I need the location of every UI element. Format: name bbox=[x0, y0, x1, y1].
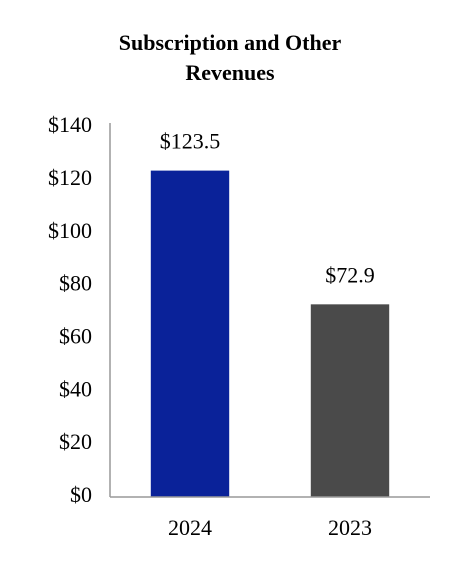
y-tick-label: $80 bbox=[59, 271, 92, 296]
value-label: $123.5 bbox=[160, 129, 221, 154]
y-tick-label: $120 bbox=[48, 165, 92, 190]
y-tick-label: $100 bbox=[48, 218, 92, 243]
x-tick-label: 2023 bbox=[328, 515, 372, 540]
y-tick-label: $40 bbox=[59, 376, 92, 401]
bar bbox=[150, 170, 230, 497]
y-tick-label: $20 bbox=[59, 429, 92, 454]
value-label: $72.9 bbox=[325, 262, 375, 287]
x-tick-label: 2024 bbox=[168, 515, 212, 540]
chart-title: Subscription and Other Revenues bbox=[118, 30, 342, 85]
y-tick-label: $60 bbox=[59, 323, 92, 348]
bar bbox=[310, 304, 390, 497]
y-tick-label: $140 bbox=[48, 112, 92, 137]
y-tick-label: $0 bbox=[70, 482, 92, 507]
